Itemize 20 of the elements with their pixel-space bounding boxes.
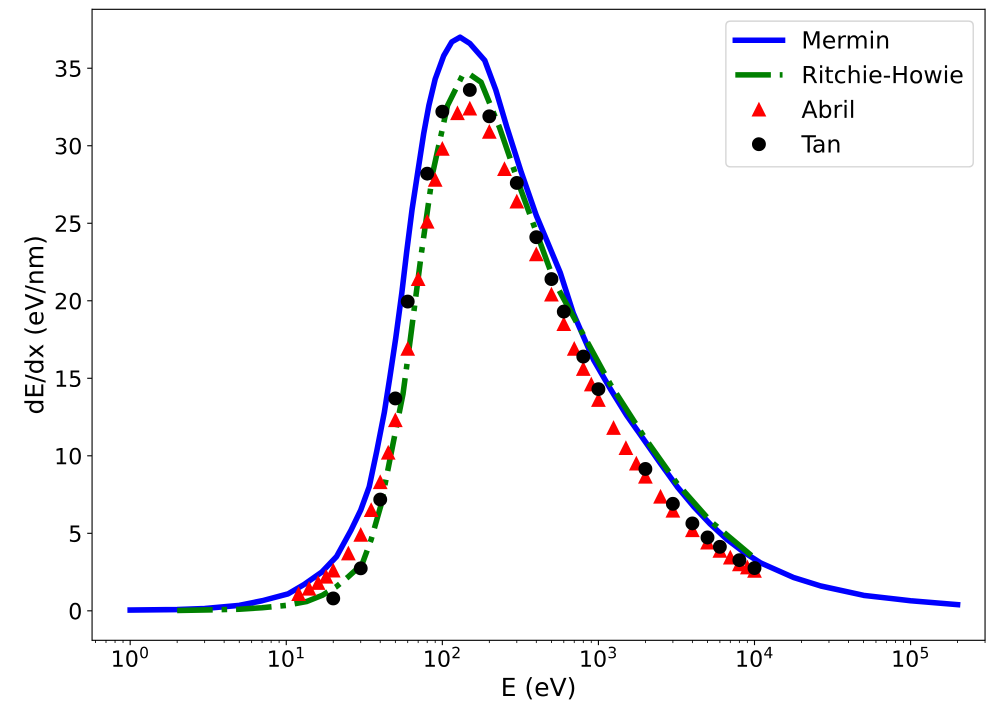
y-tick-label: 25 — [56, 215, 80, 232]
y-axis-title: dE/dx (eV/nm) — [24, 237, 47, 414]
y-tick-label: 35 — [56, 60, 80, 77]
x-axis-title: E (eV) — [503, 677, 574, 700]
y-tick-label: 30 — [56, 138, 81, 155]
legend-label: Abril — [802, 100, 854, 118]
y-tick-label: 15 — [56, 370, 80, 388]
y-tick-label: 10 — [56, 448, 81, 465]
y-tick-label: 5 — [70, 526, 80, 542]
x-tick-label: 10$^{5}$ — [893, 646, 928, 668]
legend-label: Tan — [801, 135, 840, 153]
x-tick-label: 10$^{2}$ — [425, 646, 460, 668]
x-tick-label: 10$^{4}$ — [737, 646, 772, 668]
x-tick-label: 10$^{3}$ — [581, 646, 616, 668]
legend-label: Mermin — [804, 30, 888, 49]
y-tick-label: 20 — [56, 292, 81, 310]
y-tick-label: 0 — [70, 602, 81, 620]
x-tick-label: 10$^{0}$ — [113, 646, 148, 668]
x-tick-label: 10$^{1}$ — [269, 646, 304, 668]
legend-label: Ritchie-Howie — [804, 65, 963, 84]
